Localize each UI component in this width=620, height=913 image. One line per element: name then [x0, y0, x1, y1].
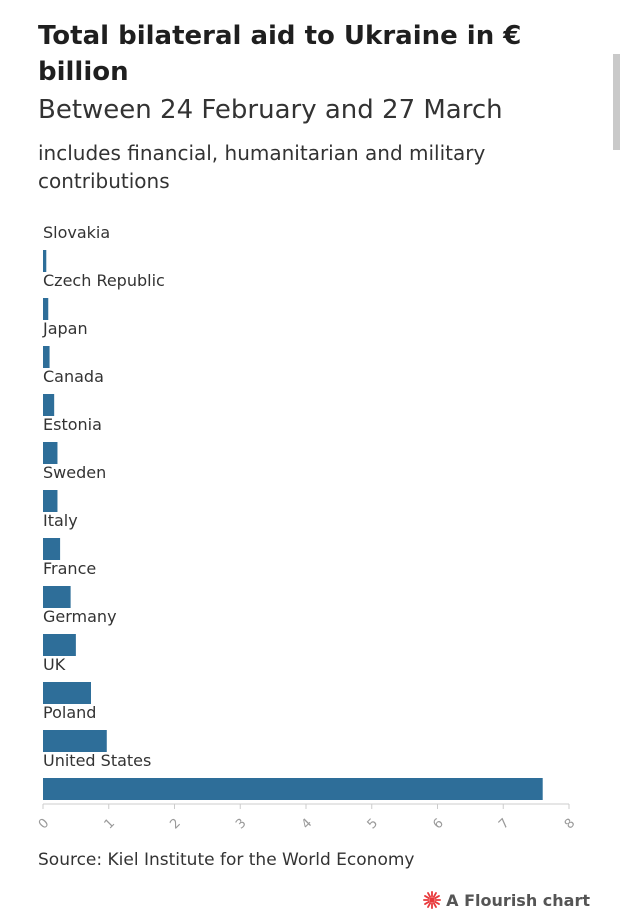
bar-label-germany: Germany [43, 607, 117, 626]
bar-france[interactable] [43, 586, 71, 608]
bar-label-italy: Italy [43, 511, 78, 530]
bar-label-estonia: Estonia [43, 415, 102, 434]
bar-label-czech-republic: Czech Republic [43, 271, 165, 290]
bar-label-france: France [43, 559, 96, 578]
x-tick-label: 1 [102, 816, 118, 832]
bar-label-japan: Japan [42, 319, 88, 338]
bar-estonia[interactable] [43, 442, 58, 464]
flourish-credit-text: A Flourish chart [446, 890, 590, 910]
source-note: Source: Kiel Institute for the World Eco… [38, 850, 415, 870]
scrollbar-thumb[interactable] [613, 54, 620, 150]
chart-subtitle: Between 24 February and 27 March [38, 95, 503, 125]
chart-description: includes financial, humanitarian and mil… [38, 141, 486, 193]
x-tick-label: 2 [167, 816, 183, 832]
x-tick-label: 3 [233, 816, 249, 832]
bar-canada[interactable] [43, 394, 55, 416]
bar-uk[interactable] [43, 682, 91, 704]
x-tick-label: 5 [365, 816, 381, 832]
x-tick-label: 6 [430, 816, 446, 832]
bar-united-states[interactable] [43, 778, 543, 800]
x-tick-label: 8 [562, 816, 578, 832]
bar-label-united-states: United States [43, 751, 151, 770]
bar-poland[interactable] [43, 730, 107, 752]
bar-label-poland: Poland [43, 703, 96, 722]
bar-czech-republic[interactable] [43, 298, 49, 320]
bar-slovakia[interactable] [43, 250, 47, 272]
bar-sweden[interactable] [43, 490, 58, 512]
bar-label-sweden: Sweden [43, 463, 106, 482]
bar-label-canada: Canada [43, 367, 104, 386]
x-tick-label: 4 [299, 816, 315, 832]
flourish-logo-icon [423, 891, 442, 909]
bar-germany[interactable] [43, 634, 76, 656]
bar-japan[interactable] [43, 346, 50, 368]
bar-label-uk: UK [43, 655, 66, 674]
bar-chart: Slovakia Czech Republic Japan Canada Estonia… [36, 223, 578, 832]
flourish-credit-link[interactable]: A Flourish chart [423, 888, 590, 912]
x-tick-label: 0 [36, 816, 52, 832]
bar-italy[interactable] [43, 538, 61, 560]
chart-title: Total bilateral aid to Ukraine in € bill… [38, 21, 522, 87]
bar-label-slovakia: Slovakia [43, 223, 110, 242]
x-tick-label: 7 [496, 816, 512, 832]
